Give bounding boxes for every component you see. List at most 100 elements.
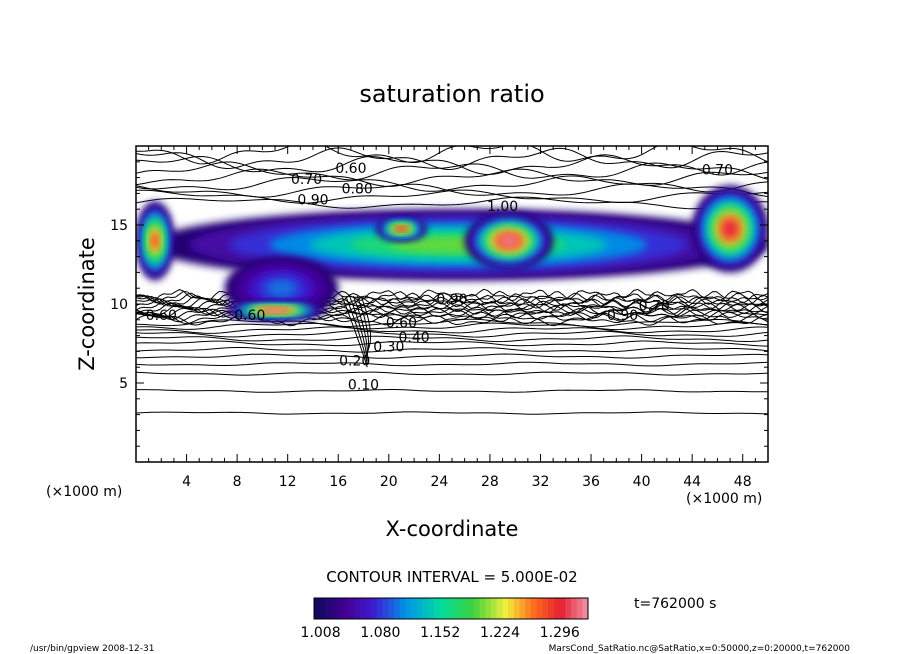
x-tick-label: 48	[734, 474, 752, 490]
contour-line	[136, 154, 768, 176]
x-tick-label: 4	[182, 474, 191, 490]
y-tick-label: 10	[110, 297, 128, 313]
contour-line	[136, 330, 768, 338]
contour-line	[136, 147, 768, 171]
contour-line	[136, 361, 768, 367]
colorbar-cell	[576, 598, 583, 619]
colorbar-cell	[496, 598, 503, 619]
colorbar-cell	[331, 598, 338, 619]
colorbar-cell	[348, 598, 355, 619]
contour-line	[136, 335, 768, 343]
contour-line	[136, 411, 768, 415]
colorbar-cell	[536, 598, 543, 619]
contour-label: 0.60	[335, 161, 366, 177]
contour-label: 0.60	[146, 308, 177, 324]
saturation-blob-upper-red	[395, 226, 407, 232]
colorbar-cell	[468, 598, 475, 619]
colorbar-tick-label: 1.296	[540, 625, 580, 641]
x-tick-label: 32	[532, 474, 550, 490]
x-tick-label: 8	[233, 474, 242, 490]
colorbar-cell	[565, 598, 572, 619]
colorbar	[314, 598, 589, 619]
contour-interval-text: CONTOUR INTERVAL = 5.000E-02	[326, 568, 577, 586]
contour-line	[136, 340, 768, 347]
colorbar-cell	[353, 598, 361, 619]
x-tick-label: 16	[329, 474, 347, 490]
colorbar-tick-label: 1.152	[420, 625, 460, 641]
contour-line	[136, 183, 768, 198]
saturation-blob-central-core	[499, 234, 519, 248]
colorbar-cell	[513, 598, 521, 619]
colorbar-cell	[416, 598, 424, 619]
contour-line	[136, 168, 768, 187]
contour-label: 0.60	[386, 316, 417, 332]
colorbar-cell	[428, 598, 435, 619]
colorbar-cell	[508, 598, 515, 619]
y-tick-label: 5	[119, 376, 128, 392]
contour-line	[136, 322, 768, 331]
colorbar-cell	[519, 598, 526, 619]
colorbar-cell	[553, 598, 561, 619]
x-unit-left: (×1000 m)	[46, 484, 122, 500]
y-axis-ticks: 5 10 15	[110, 161, 768, 447]
colorbar-cell	[371, 598, 378, 619]
saturation-blob-lower-left-base	[263, 308, 287, 313]
y-axis-label: Z-coordinate	[75, 237, 99, 371]
colorbar-cell	[462, 598, 469, 619]
colorbar-cell	[582, 598, 589, 619]
colorbar-cell	[393, 598, 401, 619]
colorbar-cell	[359, 598, 366, 619]
x-tick-label: 44	[683, 474, 701, 490]
colorbar-cell	[376, 598, 384, 619]
contour-line	[136, 326, 768, 334]
contour-line	[136, 309, 768, 323]
saturation-blob-right-core	[721, 219, 739, 239]
saturation-fill	[136, 185, 768, 320]
contour-line	[136, 389, 768, 393]
contour-line	[136, 371, 768, 376]
colorbar-tick-labels: 1.008 1.080 1.152 1.224 1.296	[301, 625, 580, 641]
saturation-blob-left-edge	[150, 232, 160, 250]
colorbar-cell	[473, 598, 481, 619]
contour-label: 0.70	[639, 298, 670, 314]
x-tick-label: 24	[430, 474, 448, 490]
contour-lines	[136, 146, 768, 415]
contour-label: 0.40	[399, 330, 430, 346]
contour-line	[136, 353, 768, 359]
contour-label: 0.10	[348, 377, 379, 393]
colorbar-cell	[314, 598, 321, 619]
colorbar-tick-label: 1.008	[301, 625, 341, 641]
x-tick-label: 40	[633, 474, 651, 490]
x-axis-ticks: 4 8 12 16 20 24 28 32 36 40 44 48	[148, 146, 756, 490]
colorbar-cell	[365, 598, 372, 619]
chart-title: saturation ratio	[359, 80, 544, 108]
colorbar-cell	[451, 598, 458, 619]
footer-right: MarsCond_SatRatio.nc@SatRatio,x=0:50000,…	[549, 644, 851, 654]
contour-label: 0.90	[607, 308, 638, 324]
contour-label: 0.90	[436, 292, 467, 308]
colorbar-cell	[422, 598, 429, 619]
contour-line	[341, 295, 368, 368]
x-tick-label: 28	[481, 474, 499, 490]
contour-label: 0.30	[373, 339, 404, 355]
colorbar-cell	[445, 598, 452, 619]
contour-label: 0.70	[291, 172, 322, 188]
contour-label: 0.90	[297, 193, 328, 209]
colorbar-cell	[433, 598, 441, 619]
time-label: t=762000 s	[634, 596, 716, 612]
x-tick-label: 36	[582, 474, 600, 490]
colorbar-cell	[559, 598, 566, 619]
contour-line	[360, 295, 372, 352]
contour-line	[136, 196, 768, 210]
colorbar-cell	[382, 598, 389, 619]
contour-label: 1.00	[487, 199, 518, 215]
colorbar-cell	[570, 598, 578, 619]
contour-labels: 0.100.200.300.400.600.600.600.600.700.80…	[146, 161, 733, 393]
colorbar-cell	[530, 598, 538, 619]
colorbar-cell	[336, 598, 344, 619]
contour-label: 0.80	[342, 181, 373, 197]
colorbar-cell	[456, 598, 464, 619]
contour-line	[349, 295, 368, 361]
colorbar-cell	[388, 598, 395, 619]
contour-line	[136, 175, 768, 193]
